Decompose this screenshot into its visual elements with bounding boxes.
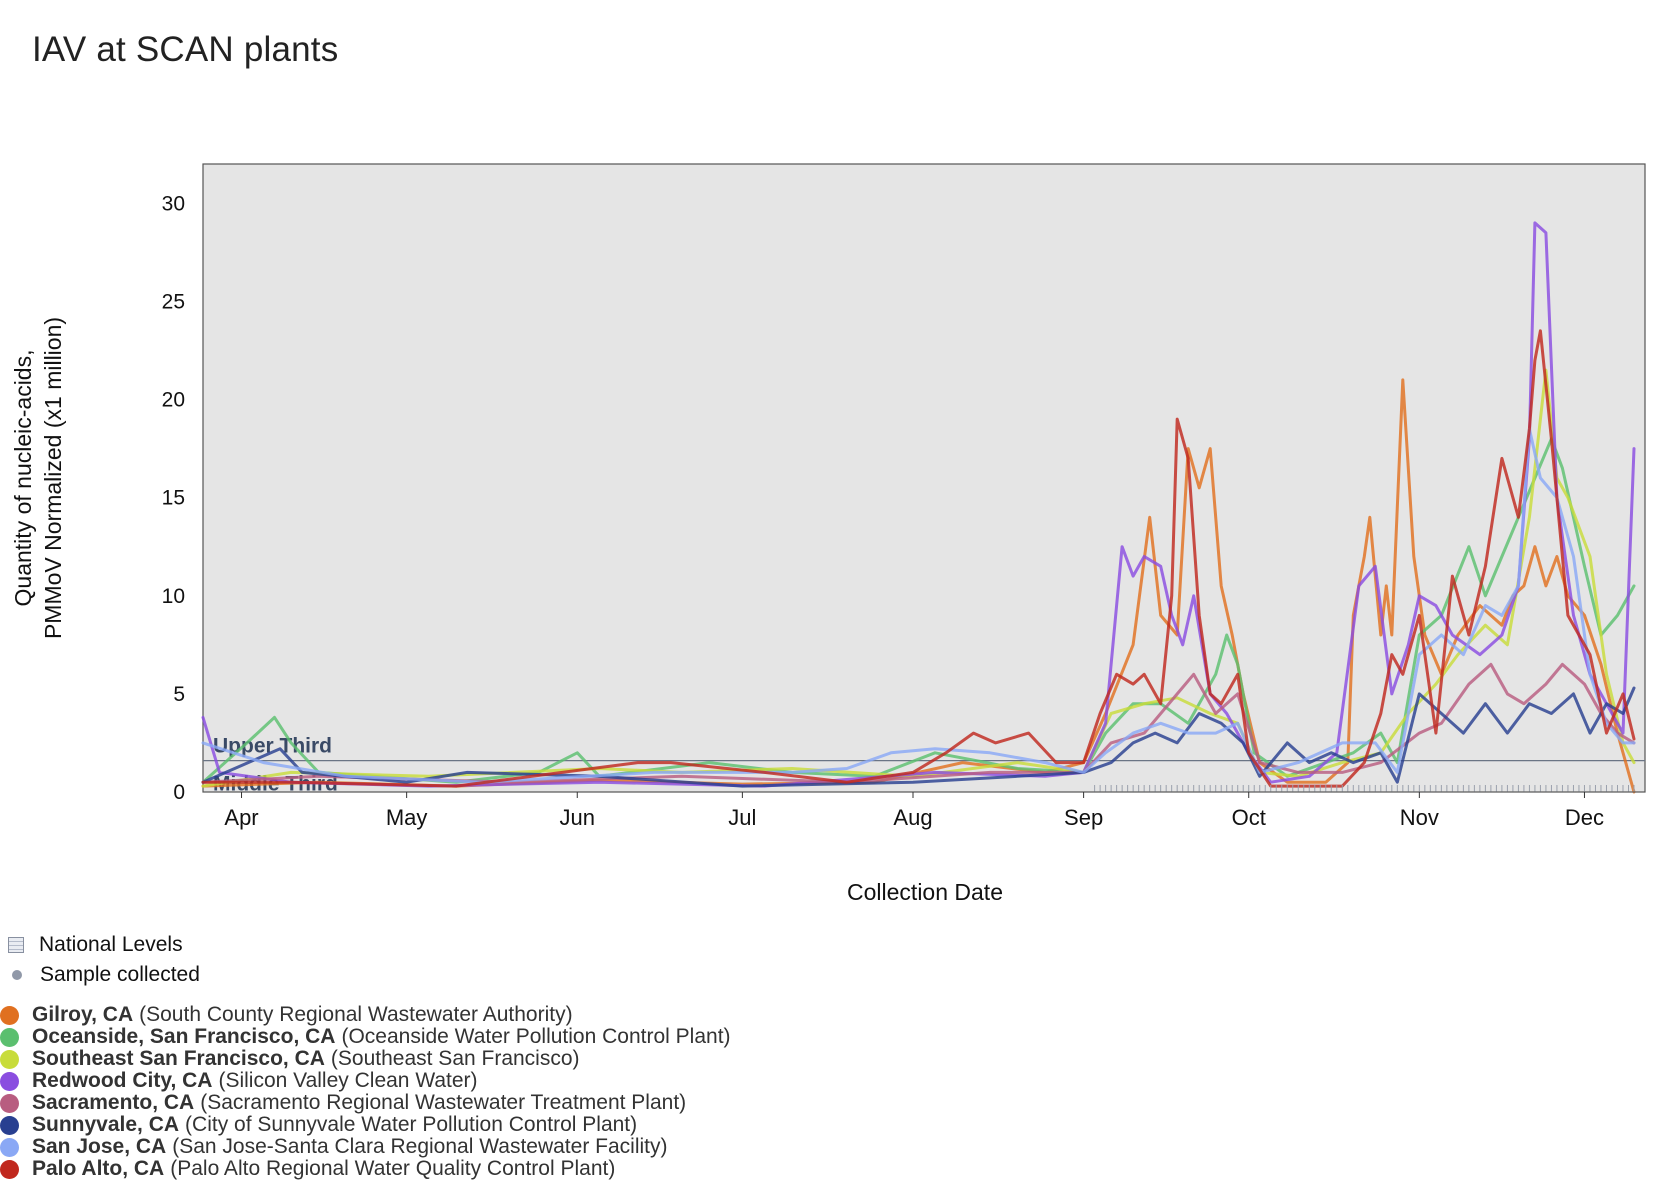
legend-item-site[interactable]: Oceanside, San Francisco, CA (Oceanside W… <box>0 1025 731 1048</box>
chart-title: IAV at SCAN plants <box>32 30 339 69</box>
legend-national: National Levels Sample collected <box>8 930 200 990</box>
legend-site-name: Oceanside, San Francisco, CA <box>32 1025 336 1048</box>
x-tick-label: Apr <box>224 805 258 830</box>
legend-item-sample-collected[interactable]: Sample collected <box>8 960 200 990</box>
y-tick-label: 15 <box>162 487 185 510</box>
legend-item-site[interactable]: San Jose, CA (San Jose-Santa Clara Region… <box>0 1135 731 1158</box>
x-tick-label: May <box>386 805 428 830</box>
legend-label-national-levels: National Levels <box>39 933 183 956</box>
x-tick-label: Oct <box>1232 805 1266 830</box>
x-tick-label: Aug <box>893 805 932 830</box>
legend-site-plant: (Silicon Valley Clean Water) <box>218 1069 478 1092</box>
legend-site-plant: (Sacramento Regional Wastewater Treatmen… <box>200 1091 687 1114</box>
x-tick-label: Jun <box>560 805 595 830</box>
y-tick-label: 20 <box>162 389 185 412</box>
legend-item-site[interactable]: Redwood City, CA (Silicon Valley Clean Wa… <box>0 1069 731 1092</box>
y-tick-label: 25 <box>162 290 185 313</box>
x-tick-label: Jul <box>728 805 756 830</box>
legend-item-national-levels[interactable]: National Levels <box>8 930 200 960</box>
legend-color-dot <box>0 1071 19 1091</box>
y-tick-label: 10 <box>162 585 185 608</box>
legend-site-plant: (City of Sunnyvale Water Pollution Contr… <box>185 1113 638 1136</box>
series-line-gilroy-ca <box>201 378 1636 794</box>
series-line-sacramento-ca <box>201 662 1636 784</box>
series-line-sunnyvale-ca <box>201 686 1636 788</box>
y-tick-label: 30 <box>162 192 185 215</box>
series-line-palo-alto-ca <box>201 329 1636 788</box>
legend-color-dot <box>0 1049 19 1069</box>
legend-item-site[interactable]: Sunnyvale, CA (City of Sunnyvale Water Po… <box>0 1113 731 1136</box>
legend-color-dot <box>0 1027 19 1047</box>
legend-color-dot <box>0 1115 19 1135</box>
legend-label-sample-collected: Sample collected <box>40 963 200 986</box>
y-tick-label: 5 <box>173 683 185 706</box>
legend-site-plant: (Palo Alto Regional Water Quality Contro… <box>170 1157 616 1180</box>
legend-site-name: Gilroy, CA <box>32 1003 134 1026</box>
y-axis-label-line-2: PMMoV Normalized (x1 million) <box>40 317 66 639</box>
legend-site-name: Redwood City, CA <box>32 1069 213 1092</box>
national-levels-icon <box>8 937 24 953</box>
legend-color-dot <box>0 1159 19 1179</box>
legend-site-plant: (San Jose-Santa Clara Regional Wastewate… <box>172 1135 668 1158</box>
legend-site-plant: (South County Regional Wastewater Author… <box>139 1003 573 1026</box>
legend-site-name: Sunnyvale, CA <box>32 1113 180 1136</box>
band-label-upper-third: Upper Third <box>213 735 332 758</box>
x-tick-label: Sep <box>1064 805 1103 830</box>
legend-site-name: Sacramento, CA <box>32 1091 195 1114</box>
legend-item-site[interactable]: Palo Alto, CA (Palo Alto Regional Water Q… <box>0 1157 731 1180</box>
plot-background <box>202 163 1646 793</box>
legend-color-dot <box>0 1093 19 1113</box>
x-axis-label: Collection Date <box>847 879 1003 905</box>
legend-sites: Gilroy, CA (South County Regional Wastewa… <box>0 1003 731 1180</box>
legend-item-site[interactable]: Gilroy, CA (South County Regional Wastewa… <box>0 1003 731 1026</box>
legend-item-site[interactable]: Southeast San Francisco, CA (Southeast Sa… <box>0 1047 731 1070</box>
legend-item-site[interactable]: Sacramento, CA (Sacramento Regional Waste… <box>0 1091 731 1114</box>
legend-site-plant: (Southeast San Francisco) <box>330 1047 580 1070</box>
legend-color-dot <box>0 1137 19 1157</box>
y-tick-label: 0 <box>173 781 185 804</box>
legend-site-plant: (Oceanside Water Pollution Control Plant… <box>341 1025 731 1048</box>
series-line-san-jose-ca <box>201 427 1636 784</box>
legend-site-name: San Jose, CA <box>32 1135 167 1158</box>
legend-color-dot <box>0 1005 19 1025</box>
x-tick-label: Dec <box>1565 805 1604 830</box>
y-axis-label-line-1: Quantity of nucleic-acids, <box>10 350 36 607</box>
x-tick-label: Nov <box>1400 805 1439 830</box>
legend-site-name: Southeast San Francisco, CA <box>32 1047 325 1070</box>
sample-dot-icon <box>12 970 22 980</box>
legend-site-name: Palo Alto, CA <box>32 1157 165 1180</box>
